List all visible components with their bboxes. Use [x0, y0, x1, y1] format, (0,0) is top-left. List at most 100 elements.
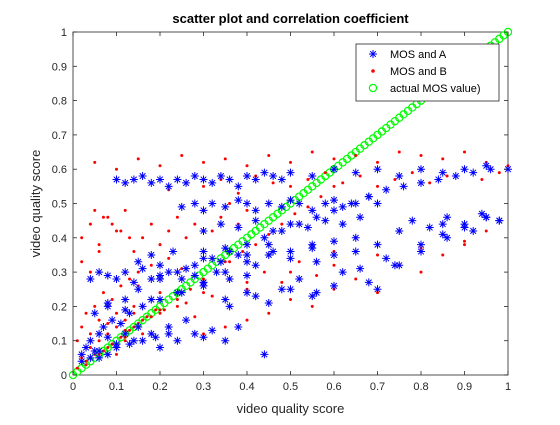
data-point-series-b [101, 349, 105, 353]
data-point-series-b [245, 318, 249, 322]
data-point-series-a [77, 350, 86, 359]
data-point-series-b [310, 304, 314, 308]
data-point-series-a [243, 240, 251, 249]
data-point-series-a [182, 264, 191, 273]
data-point-series-b [162, 308, 166, 312]
data-point-series-b [376, 160, 379, 164]
data-point-series-a [469, 168, 478, 177]
data-point-series-a [221, 336, 230, 345]
data-point-series-a [199, 254, 208, 263]
legend-marker-series-actual [368, 83, 378, 93]
data-point-series-a [251, 216, 260, 225]
data-point-series-b [289, 184, 292, 188]
data-point-series-a [295, 199, 304, 208]
data-point-series-b [180, 267, 184, 271]
data-point-series-a [234, 196, 243, 205]
data-point-series-a [121, 178, 130, 187]
data-point-series-b [267, 311, 271, 315]
data-point-series-b [228, 260, 232, 264]
data-point-series-b [193, 222, 197, 226]
x-tick-label: 0.1 [109, 381, 124, 393]
data-point-series-b [115, 311, 118, 315]
data-point-series-b [306, 205, 310, 209]
data-point-series-b [158, 308, 162, 312]
data-point-series-a [208, 254, 217, 263]
data-point-series-a [208, 199, 217, 208]
data-point-series-a [221, 244, 230, 253]
data-point-series-b [123, 318, 127, 322]
data-point-series-b [132, 250, 136, 254]
data-point-series-a [277, 175, 286, 184]
data-point-series-a [264, 199, 273, 208]
data-point-series-a [356, 264, 365, 273]
data-point-series-a [121, 305, 130, 314]
data-point-series-b [463, 150, 466, 154]
data-point-series-a [199, 226, 208, 235]
ticks-layer: 0 0.1 0.2 0.3 0.4 0.5 0.6 0.7 0.8 0.9 1 0 0.1 0.2 0.3 0… [52, 27, 511, 393]
y-tick-label: 0.8 [52, 96, 67, 108]
data-point-series-a [169, 247, 178, 256]
data-point-series-a [234, 182, 243, 191]
data-point-series-a [356, 213, 365, 222]
data-point-series-a [199, 281, 208, 290]
data-point-series-a [156, 343, 164, 352]
data-point-series-b [306, 177, 310, 181]
data-point-series-b [254, 243, 258, 247]
data-point-series-a [112, 175, 121, 184]
data-point-series-a [216, 220, 225, 229]
data-point-series-a [221, 202, 230, 211]
data-point-series-b [289, 298, 292, 302]
data-point-series-a [177, 288, 186, 297]
data-point-series-a [469, 226, 478, 235]
data-point-series-a [156, 175, 164, 184]
data-point-series-b [128, 277, 132, 281]
data-point-series-b [289, 270, 292, 274]
data-point-series-a [243, 250, 251, 259]
data-point-series-a [364, 278, 373, 287]
data-point-series-b [115, 325, 118, 329]
data-point-series-a [438, 220, 447, 229]
data-point-series-a [173, 288, 182, 297]
y-tick-label: 0.4 [52, 233, 67, 245]
data-point-series-a [129, 336, 138, 345]
data-point-series-a [373, 165, 382, 174]
data-point-series-b [88, 346, 92, 350]
data-point-series-a [190, 172, 199, 181]
data-point-series-a [425, 223, 434, 232]
data-point-series-a [243, 271, 251, 280]
y-tick-label: 0.6 [52, 164, 67, 176]
data-point-series-a [173, 336, 182, 345]
data-point-series-b [132, 304, 136, 308]
data-point-series-b [484, 229, 488, 233]
data-point-series-a [251, 261, 260, 270]
data-point-series-a [121, 329, 130, 338]
data-point-series-b [141, 332, 145, 336]
x-tick-label: 0 [70, 381, 76, 393]
data-point-series-a [286, 196, 295, 205]
data-point-series-b [119, 229, 123, 233]
data-point-series-b [397, 150, 401, 154]
data-point-series-b [441, 253, 445, 257]
data-point-series-a [182, 316, 191, 325]
data-point-series-b [175, 298, 179, 302]
data-point-series-b [93, 208, 97, 212]
data-point-series-a [208, 326, 217, 335]
data-point-series-a [308, 206, 317, 215]
data-point-series-b [80, 236, 84, 240]
data-point-series-b [97, 339, 101, 343]
data-point-series-a [234, 322, 243, 331]
legend-box [355, 43, 500, 102]
data-point-series-a [103, 271, 112, 280]
data-point-series-a [199, 247, 208, 256]
data-point-series-b [228, 202, 232, 205]
data-point-series-a [251, 292, 260, 301]
data-point-series-a [108, 316, 117, 325]
data-point-series-a [495, 216, 504, 225]
x-tick-label: 0.7 [370, 381, 385, 393]
data-point-series-a [373, 240, 382, 249]
data-point-series-a [373, 285, 382, 294]
data-point-series-a [338, 220, 347, 229]
data-point-series-a [395, 261, 404, 270]
